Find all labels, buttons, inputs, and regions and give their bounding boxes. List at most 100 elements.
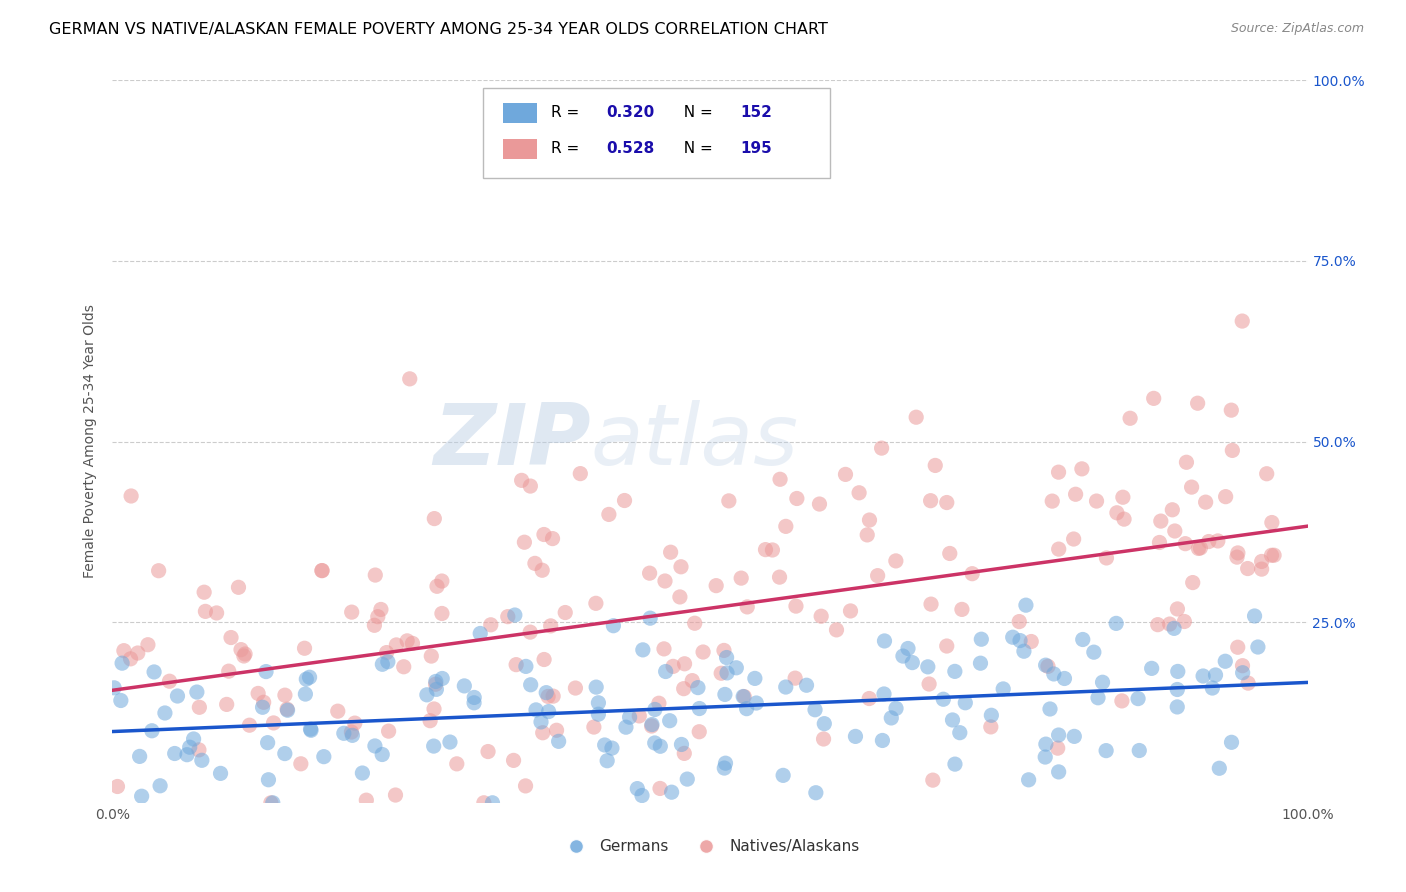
Natives/Alaskans xyxy=(905,410,928,425)
Natives/Alaskans xyxy=(1232,658,1254,673)
Natives/Alaskans xyxy=(1040,494,1063,508)
Natives/Alaskans xyxy=(1250,562,1272,576)
Germans xyxy=(955,696,977,710)
Germans xyxy=(775,680,797,694)
Natives/Alaskans xyxy=(107,780,129,794)
Natives/Alaskans xyxy=(326,704,349,718)
Germans xyxy=(1208,761,1230,775)
Text: 152: 152 xyxy=(740,105,772,120)
Natives/Alaskans xyxy=(513,535,536,549)
Germans xyxy=(1166,700,1188,714)
Germans xyxy=(804,703,827,717)
Germans xyxy=(422,739,444,753)
Germans xyxy=(463,696,485,710)
Natives/Alaskans xyxy=(1260,549,1282,563)
FancyBboxPatch shape xyxy=(484,87,830,178)
Natives/Alaskans xyxy=(673,657,696,671)
Germans xyxy=(1001,630,1024,644)
Germans xyxy=(519,678,541,692)
Germans xyxy=(1018,772,1040,787)
Natives/Alaskans xyxy=(1008,615,1031,629)
Natives/Alaskans xyxy=(384,788,406,802)
Natives/Alaskans xyxy=(717,494,740,508)
Natives/Alaskans xyxy=(194,604,217,618)
Germans xyxy=(463,690,485,705)
Germans xyxy=(671,738,693,752)
Natives/Alaskans xyxy=(496,609,519,624)
Natives/Alaskans xyxy=(519,479,541,493)
Germans xyxy=(891,649,914,664)
Natives/Alaskans xyxy=(419,714,441,728)
Germans xyxy=(111,656,134,670)
Germans xyxy=(1035,658,1057,673)
Natives/Alaskans xyxy=(870,441,893,455)
Natives/Alaskans xyxy=(479,617,502,632)
Germans xyxy=(884,701,907,715)
Natives/Alaskans xyxy=(136,638,159,652)
Germans xyxy=(638,611,661,625)
Natives/Alaskans xyxy=(219,631,242,645)
Natives/Alaskans xyxy=(398,372,420,386)
Germans xyxy=(1035,737,1057,751)
Germans xyxy=(626,781,648,796)
Natives/Alaskans xyxy=(669,559,692,574)
Natives/Alaskans xyxy=(785,599,807,614)
Text: 195: 195 xyxy=(740,142,772,156)
Germans xyxy=(941,713,963,727)
Text: Source: ZipAtlas.com: Source: ZipAtlas.com xyxy=(1230,22,1364,36)
Natives/Alaskans xyxy=(704,579,727,593)
Natives/Alaskans xyxy=(856,528,879,542)
Germans xyxy=(1128,743,1150,757)
Germans xyxy=(644,736,666,750)
Germans xyxy=(716,665,738,680)
Natives/Alaskans xyxy=(654,574,676,588)
Natives/Alaskans xyxy=(1250,554,1272,568)
Natives/Alaskans xyxy=(1150,514,1173,528)
Germans xyxy=(299,723,322,738)
Natives/Alaskans xyxy=(582,720,605,734)
Natives/Alaskans xyxy=(232,648,254,663)
Natives/Alaskans xyxy=(848,485,870,500)
Germans xyxy=(1091,675,1114,690)
Natives/Alaskans xyxy=(112,643,135,657)
Natives/Alaskans xyxy=(233,647,256,661)
Text: atlas: atlas xyxy=(591,400,799,483)
Natives/Alaskans xyxy=(537,690,560,704)
Natives/Alaskans xyxy=(918,677,941,691)
Natives/Alaskans xyxy=(247,686,270,700)
Natives/Alaskans xyxy=(1236,561,1258,575)
Germans xyxy=(844,730,866,744)
Germans xyxy=(1243,609,1265,624)
Natives/Alaskans xyxy=(960,566,983,581)
Natives/Alaskans xyxy=(274,688,297,702)
Germans xyxy=(943,665,966,679)
Natives/Alaskans xyxy=(785,671,807,685)
Germans xyxy=(993,681,1015,696)
Text: 0.528: 0.528 xyxy=(606,142,654,156)
Natives/Alaskans xyxy=(187,743,209,757)
Natives/Alaskans xyxy=(1220,443,1243,458)
Natives/Alaskans xyxy=(730,571,752,585)
Natives/Alaskans xyxy=(523,557,546,571)
Natives/Alaskans xyxy=(884,554,907,568)
Natives/Alaskans xyxy=(276,702,298,716)
Natives/Alaskans xyxy=(159,674,181,689)
Natives/Alaskans xyxy=(813,731,835,746)
Natives/Alaskans xyxy=(363,618,385,632)
Natives/Alaskans xyxy=(423,702,446,716)
Natives/Alaskans xyxy=(1159,617,1181,632)
Natives/Alaskans xyxy=(585,596,607,610)
Natives/Alaskans xyxy=(430,574,453,588)
Germans xyxy=(917,660,939,674)
Germans xyxy=(619,710,641,724)
Natives/Alaskans xyxy=(1112,490,1135,504)
Natives/Alaskans xyxy=(569,467,592,481)
Natives/Alaskans xyxy=(367,609,389,624)
Germans xyxy=(1071,632,1094,647)
Germans xyxy=(872,733,894,747)
Natives/Alaskans xyxy=(683,616,706,631)
Germans xyxy=(1047,764,1070,779)
Germans xyxy=(631,789,654,803)
Natives/Alaskans xyxy=(510,474,533,488)
Germans xyxy=(897,641,920,656)
